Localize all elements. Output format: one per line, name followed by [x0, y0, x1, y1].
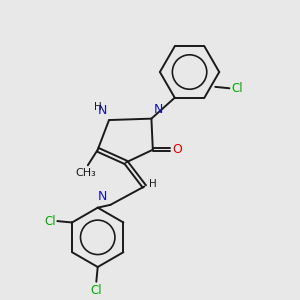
Text: N: N: [98, 190, 108, 202]
Text: Cl: Cl: [91, 284, 102, 297]
Text: CH₃: CH₃: [76, 167, 97, 178]
Text: H: H: [149, 179, 157, 189]
Text: Cl: Cl: [44, 214, 56, 228]
Text: N: N: [98, 104, 107, 117]
Text: H: H: [94, 102, 102, 112]
Text: O: O: [172, 143, 182, 156]
Text: N: N: [154, 103, 163, 116]
Text: Cl: Cl: [231, 82, 243, 95]
